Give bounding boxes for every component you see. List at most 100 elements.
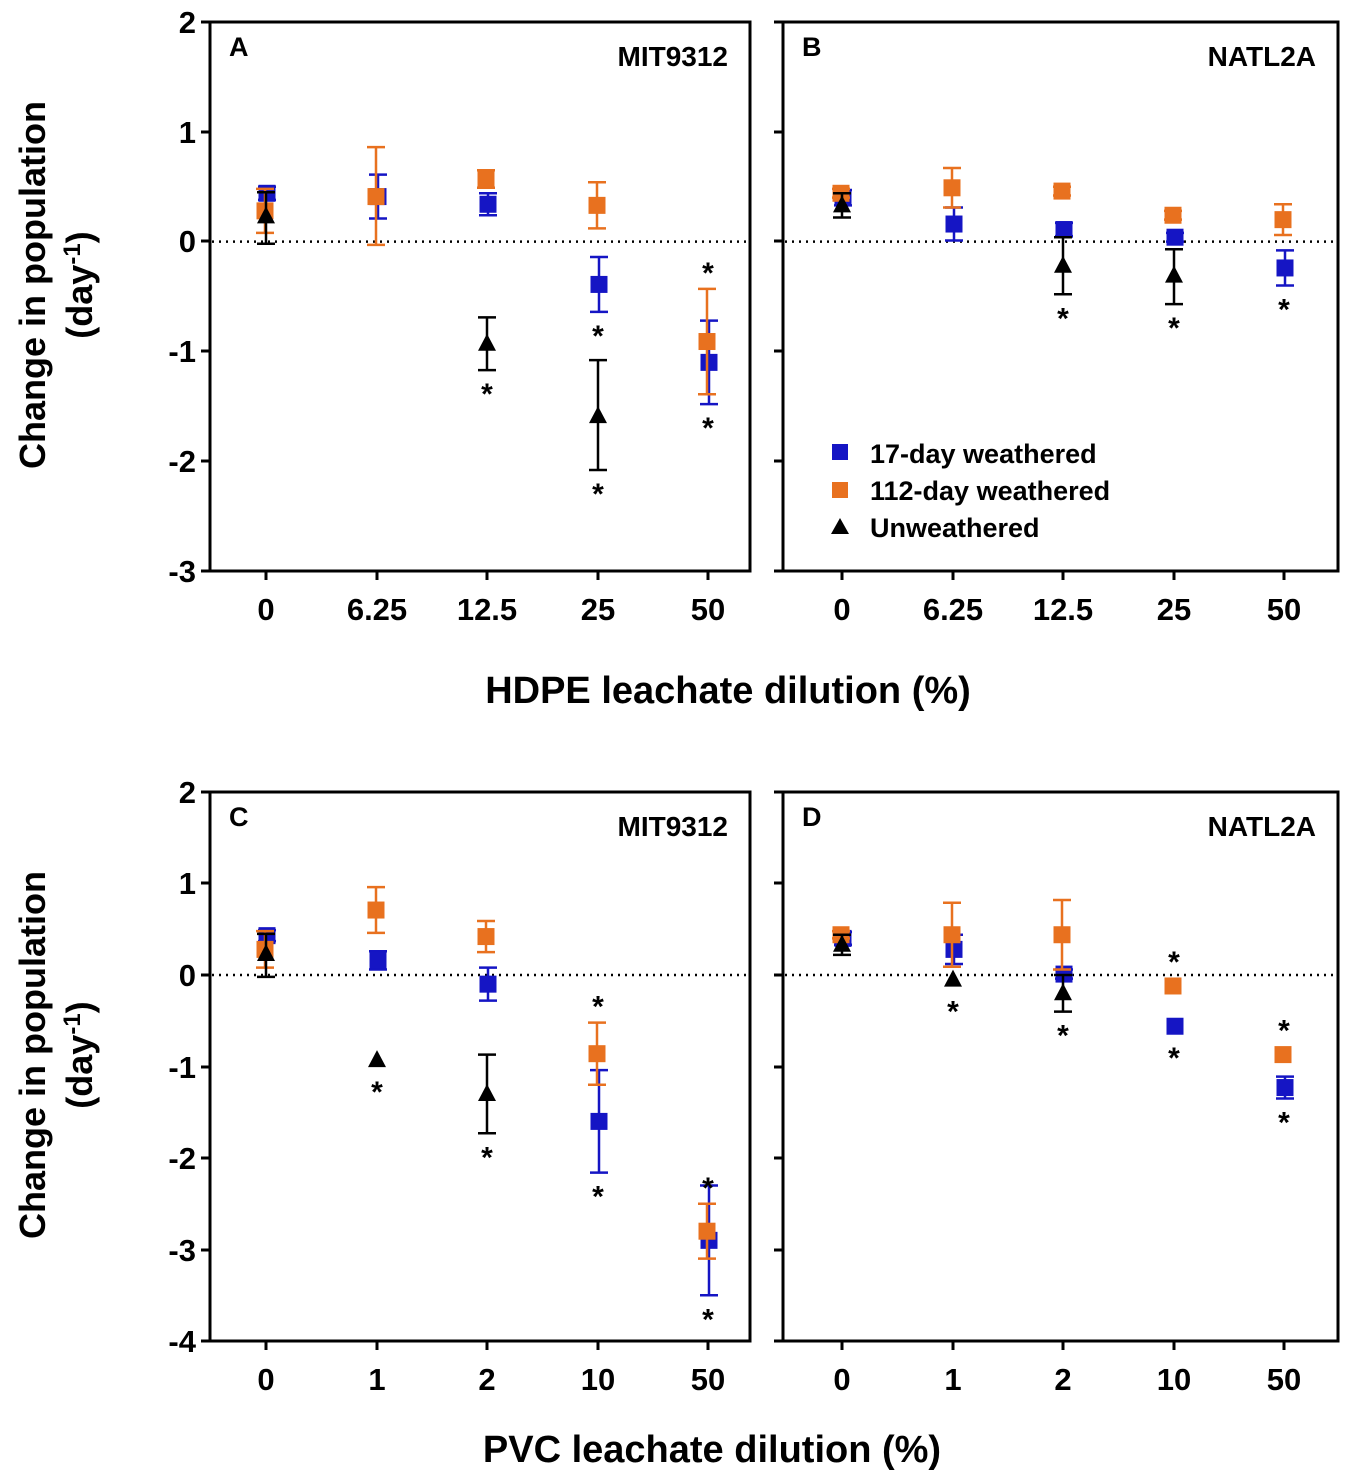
significance-star: * — [1168, 312, 1180, 345]
y-axis-label-top: Change in population — [12, 101, 53, 469]
x-tick-label: 0 — [257, 592, 274, 627]
marker-unweathered — [1165, 265, 1183, 283]
x-tick-label: 6.25 — [923, 592, 983, 627]
marker-orange — [1274, 1046, 1292, 1064]
y-tick-label: -3 — [168, 1233, 196, 1268]
x-axis-label-top: HDPE leachate dilution (%) — [485, 670, 971, 712]
panel-letter: C — [229, 802, 249, 832]
y-tick-label: -1 — [168, 334, 196, 369]
significance-star: * — [592, 478, 604, 511]
legend-marker-112-day — [832, 482, 848, 498]
x-tick-label: 1 — [368, 1362, 385, 1397]
y-axis-unit-top: (day-1) — [59, 231, 100, 338]
y-axis-unit-bottom-sup: -1 — [59, 1013, 86, 1034]
marker-blue — [479, 975, 497, 993]
legend-label-17-day: 17-day weathered — [870, 439, 1097, 469]
marker-unweathered — [478, 1083, 496, 1101]
significance-star: * — [1168, 1042, 1180, 1075]
marker-orange — [1053, 182, 1071, 200]
marker-orange — [1164, 977, 1182, 995]
marker-blue — [1166, 228, 1184, 246]
marker-unweathered — [944, 969, 962, 987]
significance-star: * — [1057, 1020, 1069, 1053]
marker-orange — [367, 901, 385, 919]
x-tick-label: 0 — [833, 1362, 850, 1397]
legend-label-unweathered: Unweathered — [870, 513, 1040, 543]
panel-strain: NATL2A — [1208, 41, 1316, 72]
marker-orange — [1274, 211, 1292, 229]
significance-star: * — [1168, 946, 1180, 979]
y-tick-label: 0 — [179, 224, 196, 259]
panel-strain: NATL2A — [1208, 811, 1316, 842]
marker-unweathered — [368, 1050, 386, 1068]
marker-blue — [1276, 259, 1294, 277]
marker-blue — [945, 940, 963, 958]
marker-unweathered — [833, 934, 851, 952]
legend-marker-17-day — [832, 444, 848, 460]
marker-orange — [588, 1045, 606, 1063]
x-tick-label: 12.5 — [457, 592, 517, 627]
significance-star: * — [702, 1172, 714, 1205]
marker-orange — [1053, 926, 1071, 944]
x-tick-label: 2 — [1054, 1362, 1071, 1397]
marker-unweathered — [257, 206, 275, 224]
panel-d: 0 1 2 10 50 D NATL2A * * * * * * — [774, 790, 1340, 1397]
x-tick-label: 10 — [581, 1362, 615, 1397]
significance-star: * — [1278, 1107, 1290, 1140]
y-axis-label-bottom: Change in population — [12, 871, 53, 1239]
marker-orange — [477, 928, 495, 946]
significance-star: * — [947, 996, 959, 1029]
y-tick-label: 0 — [179, 958, 196, 993]
significance-star: * — [1278, 1015, 1290, 1048]
panel-letter: D — [802, 802, 822, 832]
marker-blue — [590, 1112, 608, 1130]
x-tick-label: 6.25 — [347, 592, 407, 627]
marker-unweathered — [589, 406, 607, 424]
legend-label-112-day: 112-day weathered — [870, 476, 1110, 506]
x-tick-label: 25 — [581, 592, 615, 627]
y-tick-label: -4 — [168, 1324, 196, 1359]
significance-star: * — [592, 320, 604, 353]
marker-unweathered — [257, 943, 275, 961]
significance-star: * — [702, 1303, 714, 1336]
x-tick-label: 2 — [478, 1362, 495, 1397]
significance-star: * — [1057, 302, 1069, 335]
x-tick-label: 0 — [257, 1362, 274, 1397]
marker-blue — [590, 275, 608, 293]
marker-blue — [700, 353, 718, 371]
significance-star: * — [481, 1141, 493, 1174]
x-tick-label: 12.5 — [1033, 592, 1093, 627]
panel-c: 210-1-2-3-40 1 2 10 50C MIT9312****** — [168, 775, 752, 1397]
y-tick-label: -2 — [168, 444, 196, 479]
panel-letter: A — [229, 32, 249, 62]
legend: 17-day weathered 112-day weathered Unwea… — [831, 439, 1110, 543]
marker-orange — [698, 333, 716, 351]
y-axis-unit-bottom-base: (day — [59, 1035, 100, 1109]
marker-orange — [588, 196, 606, 214]
marker-unweathered — [1054, 255, 1072, 273]
significance-star: * — [592, 1181, 604, 1214]
y-axis-unit-bottom-close: ) — [59, 1001, 100, 1013]
x-axis-label-bottom: PVC leachate dilution (%) — [483, 1429, 941, 1471]
marker-blue — [479, 195, 497, 213]
y-tick-label: -2 — [168, 1141, 196, 1176]
legend-marker-unweathered — [831, 518, 849, 534]
y-tick-label: 2 — [179, 5, 196, 40]
marker-orange — [367, 188, 385, 206]
marker-orange — [1164, 206, 1182, 224]
panel-strain: MIT9312 — [618, 41, 729, 72]
marker-blue — [945, 215, 963, 233]
y-tick-label: -1 — [168, 1050, 196, 1085]
panel-b: 0 6.25 12.5 25 50 B NATL2A * * * — [774, 20, 1340, 627]
chart-panels: 210-1-2-30 6.25 12.5 25 50A MIT9312*****0 6.25… — [168, 5, 1340, 1397]
panel-frame — [781, 790, 1340, 1343]
significance-star: * — [1278, 294, 1290, 327]
x-tick-label: 50 — [1267, 1362, 1301, 1397]
y-axis-unit-top-base: (day — [59, 265, 100, 339]
marker-orange — [943, 926, 961, 944]
y-axis-unit-top-sup: -1 — [59, 243, 86, 264]
x-tick-label: 0 — [833, 592, 850, 627]
marker-orange — [698, 1222, 716, 1240]
x-tick-label: 25 — [1157, 592, 1191, 627]
